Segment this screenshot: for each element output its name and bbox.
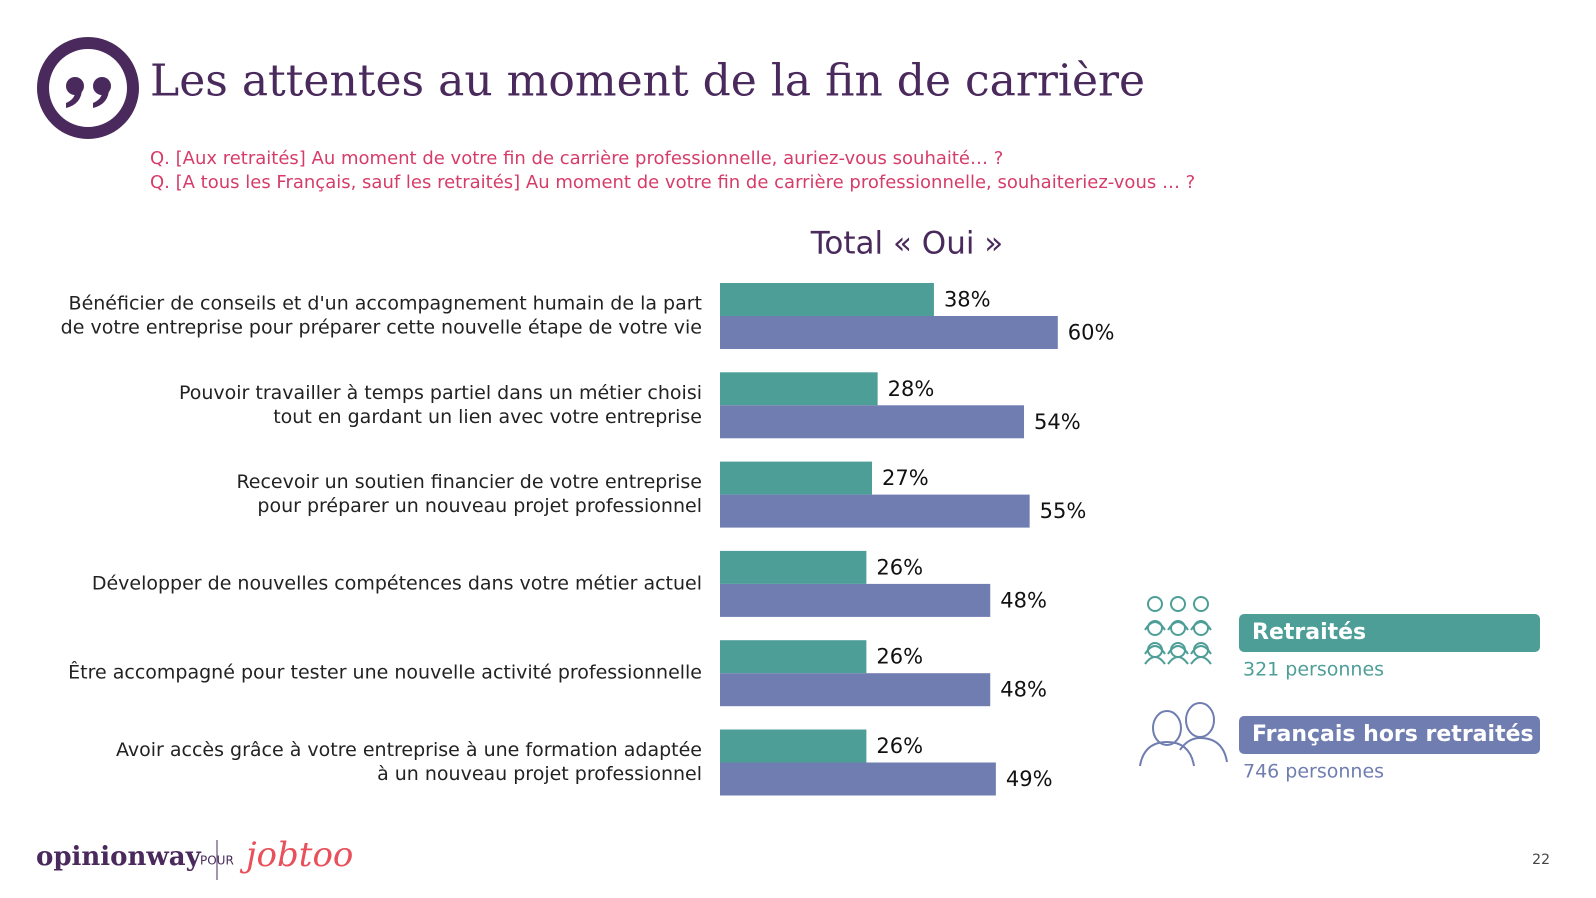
chart-title: Total « Oui » bbox=[810, 226, 1004, 262]
category-label: Bénéficier de conseils et d'un accompagn… bbox=[69, 293, 702, 315]
category-label: à un nouveau projet professionnel bbox=[377, 763, 702, 785]
data-label: 38% bbox=[944, 288, 991, 312]
category-label: Pouvoir travailler à temps partiel dans … bbox=[179, 382, 702, 404]
quote-marks bbox=[66, 77, 111, 108]
category-label: pour préparer un nouveau projet professi… bbox=[257, 495, 702, 517]
bar bbox=[720, 583, 991, 617]
bar bbox=[720, 405, 1025, 439]
bar bbox=[720, 673, 991, 707]
data-label: 48% bbox=[1000, 678, 1047, 702]
data-label: 49% bbox=[1006, 767, 1053, 791]
category-label: de votre entreprise pour préparer cette … bbox=[61, 317, 702, 339]
data-label: 26% bbox=[876, 555, 923, 579]
bar bbox=[720, 494, 1030, 528]
page-number: 22 bbox=[1532, 852, 1550, 868]
bar bbox=[720, 550, 867, 584]
bar bbox=[720, 640, 867, 674]
bar bbox=[720, 762, 996, 796]
connector: POUR bbox=[200, 854, 234, 868]
bar bbox=[720, 461, 873, 495]
bar bbox=[720, 283, 934, 316]
data-label: 60% bbox=[1068, 321, 1115, 345]
quote-logo bbox=[37, 37, 139, 139]
legend-base: 746 personnes bbox=[1243, 761, 1384, 783]
legend-base: 321 personnes bbox=[1243, 659, 1384, 681]
bar bbox=[720, 372, 878, 406]
bar bbox=[720, 316, 1058, 349]
bar bbox=[720, 729, 867, 763]
data-label: 55% bbox=[1040, 499, 1087, 523]
question: Q. [Aux retraités] Au moment de votre fi… bbox=[150, 148, 1003, 169]
legend-swatch bbox=[1239, 716, 1540, 754]
pair-icon bbox=[1139, 702, 1228, 767]
question: Q. [A tous les Français, sauf les retrai… bbox=[150, 172, 1195, 193]
data-label: 27% bbox=[882, 466, 929, 490]
data-label: 48% bbox=[1000, 588, 1047, 612]
data-label: 28% bbox=[888, 377, 935, 401]
client: jobtoo bbox=[239, 835, 353, 875]
legend-label: Français hors retraités bbox=[1252, 722, 1534, 747]
category-label: Être accompagné pour tester une nouvelle… bbox=[68, 661, 702, 684]
data-label: 54% bbox=[1034, 410, 1081, 434]
group-icon bbox=[1144, 596, 1212, 665]
category-label: Développer de nouvelles compétences dans… bbox=[92, 572, 702, 594]
category-label: Avoir accès grâce à votre entreprise à u… bbox=[116, 739, 702, 761]
data-label: 26% bbox=[876, 645, 923, 669]
legend-swatch bbox=[1239, 614, 1540, 652]
brand: opinionway bbox=[36, 842, 202, 872]
legend-label: Retraités bbox=[1252, 620, 1366, 645]
slide-title: Les attentes au moment de la fin de carr… bbox=[150, 56, 1145, 107]
category-label: tout en gardant un lien avec votre entre… bbox=[273, 406, 702, 428]
data-label: 26% bbox=[876, 734, 923, 758]
category-label: Recevoir un soutien financier de votre e… bbox=[236, 471, 702, 493]
